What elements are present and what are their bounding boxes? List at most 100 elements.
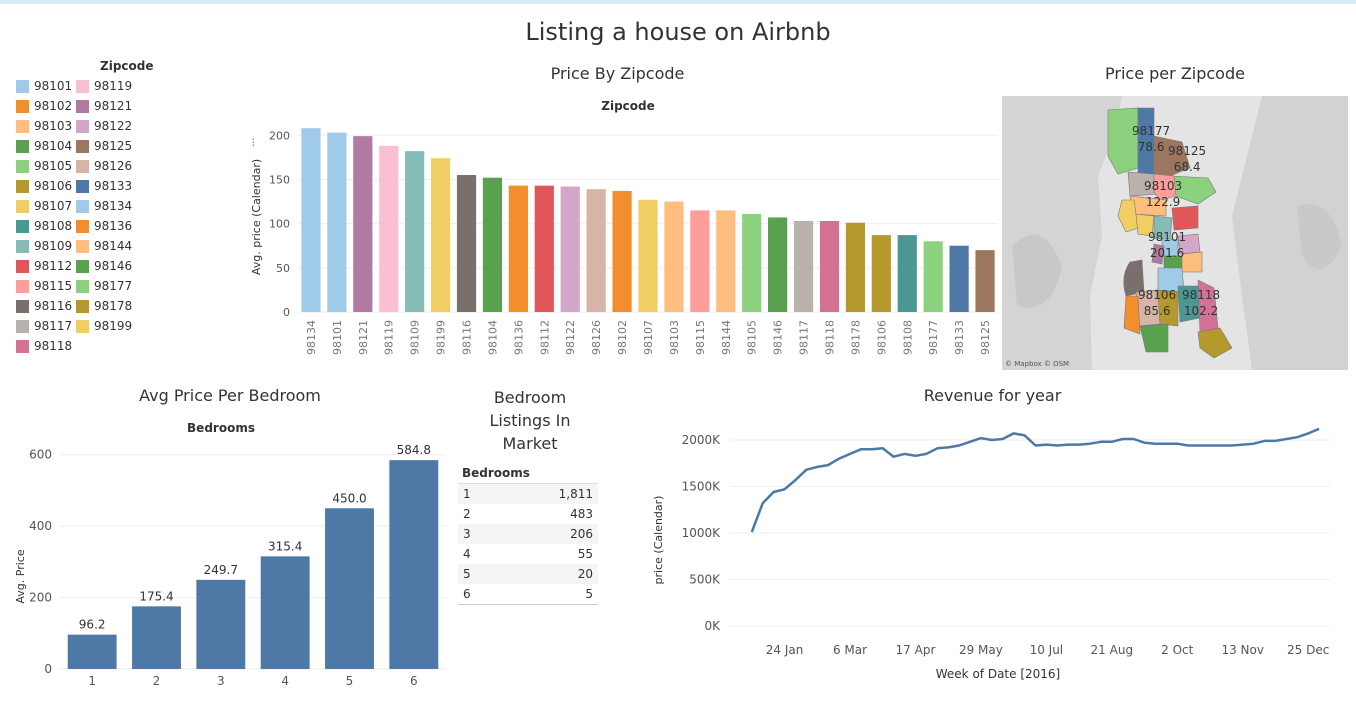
- table-row: 2 483: [458, 504, 598, 524]
- legend-label: 98177: [94, 279, 133, 293]
- legend-item-98103[interactable]: 98103: [16, 118, 72, 134]
- table-row: 3 206: [458, 524, 598, 544]
- revenue-x-tick: 24 Jan: [766, 643, 804, 657]
- region-98115[interactable]: [1153, 173, 1177, 201]
- legend-label: 98178: [94, 299, 133, 313]
- region-98106[interactable]: [1157, 289, 1179, 327]
- legend-item-98117[interactable]: 98117: [16, 318, 72, 334]
- region-98178[interactable]: [1197, 327, 1233, 359]
- map-lake: [1297, 204, 1342, 269]
- bedroom-x-tick: 2: [153, 674, 161, 688]
- legend-item-98106[interactable]: 98106: [16, 178, 72, 194]
- legend-swatch: [76, 99, 89, 113]
- legend-label: 98105: [34, 159, 73, 173]
- legend-swatch: [16, 179, 29, 193]
- zip-bar-98117: [793, 220, 814, 312]
- zip-x-tick: 98126: [590, 320, 603, 355]
- region-98146[interactable]: [1139, 323, 1169, 353]
- zip-y-tick: 50: [276, 262, 290, 275]
- map-title: Price per Zipcode: [1105, 64, 1245, 83]
- bedroom-chart-subtitle: Bedrooms: [187, 421, 255, 435]
- zip-bar-98115: [690, 210, 710, 312]
- legend-item-98108[interactable]: 98108: [16, 218, 72, 234]
- zip-bar-98122: [560, 186, 580, 312]
- legend-item-98104[interactable]: 98104: [16, 138, 72, 154]
- legend-label: 98118: [34, 339, 73, 353]
- legend-item-98118[interactable]: 98118: [16, 338, 72, 354]
- legend-label: 98126: [94, 159, 133, 173]
- zip-y-tick: 150: [269, 173, 290, 186]
- legend-label: 98146: [94, 259, 133, 273]
- zip-bar-98118: [819, 220, 840, 312]
- region-98125[interactable]: [1153, 135, 1191, 177]
- bedroom-y-tick: 600: [29, 448, 52, 462]
- legend-label: 98108: [34, 219, 73, 233]
- legend-item-98125[interactable]: 98125: [76, 138, 132, 154]
- bedroom-value-label: 315.4: [268, 539, 302, 553]
- zip-x-tick: 98118: [823, 320, 836, 355]
- region-98144[interactable]: [1181, 251, 1203, 273]
- legend-swatch: [16, 139, 29, 153]
- table-row: 4 55: [458, 544, 598, 564]
- region-98121[interactable]: [1151, 243, 1165, 265]
- legend-item-98122[interactable]: 98122: [76, 118, 132, 134]
- zip-bar-98102: [612, 190, 632, 312]
- legend-label: 98144: [94, 239, 133, 253]
- table-cell-count: 206: [570, 527, 593, 541]
- legend-swatch: [16, 199, 29, 213]
- zip-x-tick: 98125: [979, 320, 992, 355]
- zip-y-tick: 100: [269, 218, 290, 231]
- region-98107[interactable]: [1117, 199, 1139, 233]
- region-98177[interactable]: [1107, 107, 1139, 175]
- zip-y-tick: 200: [269, 129, 290, 142]
- legend-item-98146[interactable]: 98146: [76, 258, 132, 274]
- legend-item-98144[interactable]: 98144: [76, 238, 132, 254]
- zip-y-tick: 0: [283, 306, 290, 319]
- map-attribution: © Mapbox © OSM: [1005, 360, 1070, 368]
- legend-swatch: [16, 219, 29, 233]
- listings-table: Bedrooms 1 1,811 2 483 3 206 4 55 5 20 6 5: [458, 466, 598, 605]
- zip-x-tick: 98105: [746, 320, 759, 355]
- zip-bar-98112: [534, 185, 554, 312]
- legend-item-98121[interactable]: 98121: [76, 98, 132, 114]
- legend-item-98107[interactable]: 98107: [16, 198, 72, 214]
- bedroom-value-label: 584.8: [397, 443, 431, 457]
- legend-item-98116[interactable]: 98116: [16, 298, 72, 314]
- revenue-x-tick: 6 Mar: [833, 643, 867, 657]
- legend-item-98102[interactable]: 98102: [16, 98, 72, 114]
- region-98199[interactable]: [1135, 213, 1155, 237]
- zip-bar-98177: [923, 241, 943, 312]
- legend-label: 98119: [94, 79, 133, 93]
- legend-item-98115[interactable]: 98115: [16, 278, 72, 294]
- zip-x-tick: 98106: [875, 320, 888, 355]
- legend-swatch: [16, 299, 29, 313]
- legend-item-98178[interactable]: 98178: [76, 298, 132, 314]
- legend-item-98133[interactable]: 98133: [76, 178, 132, 194]
- zip-bar-98101: [327, 132, 347, 312]
- legend-item-98126[interactable]: 98126: [76, 158, 132, 174]
- map-land-east: [1232, 96, 1348, 370]
- revenue-x-tick: 2 Oct: [1161, 643, 1193, 657]
- top-border: [0, 0, 1356, 4]
- region-98136[interactable]: [1123, 295, 1141, 335]
- zip-x-tick: 98146: [772, 320, 785, 355]
- legend-item-98119[interactable]: 98119: [76, 78, 132, 94]
- legend-item-98177[interactable]: 98177: [76, 278, 132, 294]
- region-98112[interactable]: [1171, 205, 1199, 231]
- zip-bar-98199: [431, 158, 451, 312]
- legend-item-98105[interactable]: 98105: [16, 158, 72, 174]
- zip-bar-98134: [301, 128, 321, 312]
- zip-x-tick: 98115: [694, 320, 707, 355]
- zip-price-chart: Zipcode Avg. price (Calendar) ⫶ 0 50 100 150 20…: [250, 99, 998, 355]
- bedroom-x-tick: 5: [346, 674, 354, 688]
- zipcode-map[interactable]: 98177 78.6 98125 68.4 98103 122.9 98101 201.…: [1002, 96, 1348, 370]
- legend-item-98136[interactable]: 98136: [76, 218, 132, 234]
- legend-item-98109[interactable]: 98109: [16, 238, 72, 254]
- legend-item-98101[interactable]: 98101: [16, 78, 72, 94]
- zip-bar-98108: [897, 235, 917, 312]
- legend-item-98134[interactable]: 98134: [76, 198, 132, 214]
- legend-item-98199[interactable]: 98199: [76, 318, 132, 334]
- legend-item-98112[interactable]: 98112: [16, 258, 72, 274]
- bedroom-x-tick: 6: [410, 674, 418, 688]
- region-98118[interactable]: [1197, 279, 1219, 333]
